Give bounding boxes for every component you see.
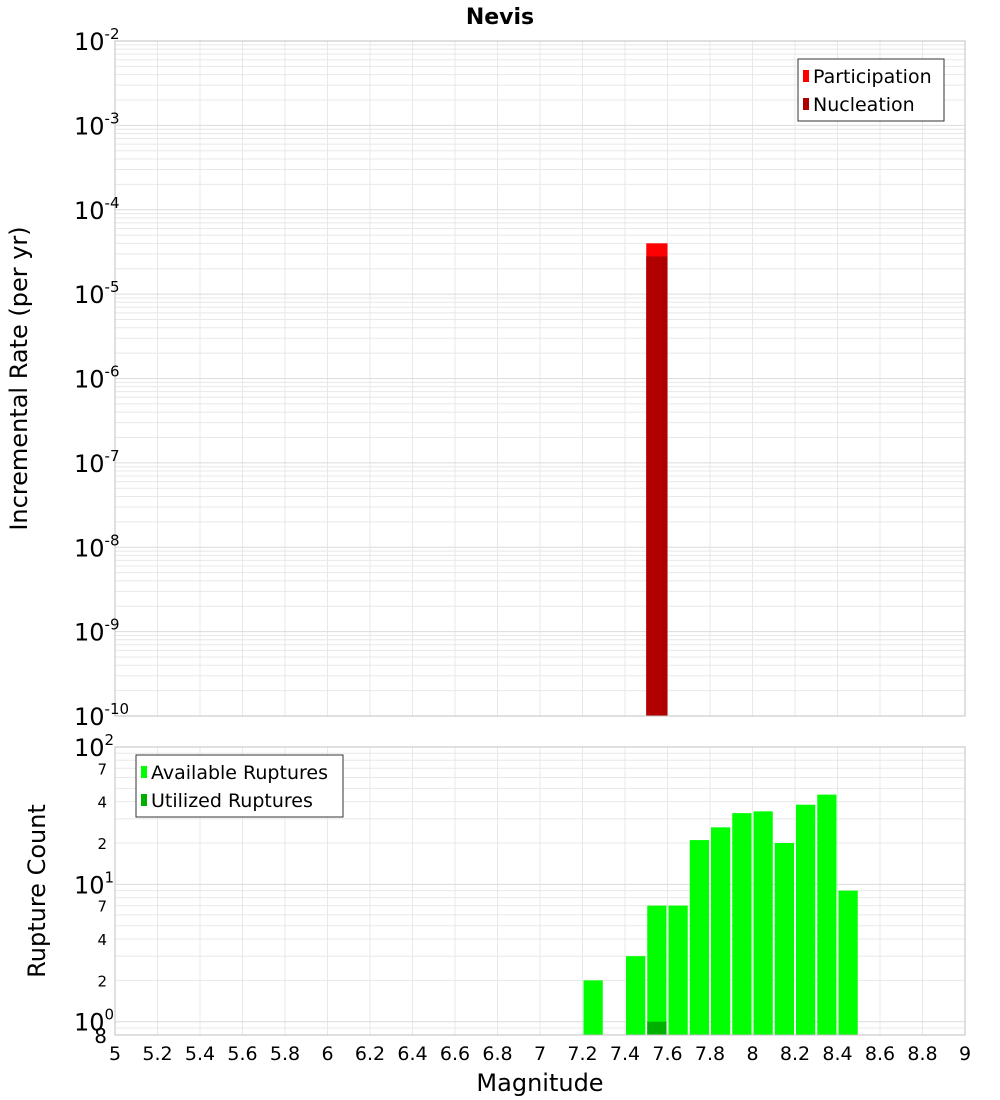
bottom-y-tick-label: 100 xyxy=(74,1006,114,1037)
participation-legend-label: Participation xyxy=(813,66,932,88)
bottom-y-tick-label: 101 xyxy=(74,868,114,899)
x-tick-label: 6.8 xyxy=(482,1043,512,1065)
legend-box xyxy=(135,754,344,818)
x-tick-label: 8.6 xyxy=(865,1043,895,1065)
x-tick-label: 5.6 xyxy=(227,1043,257,1065)
available-ruptures-bar xyxy=(711,827,731,1035)
x-tick-label: 7.4 xyxy=(610,1043,640,1065)
top-y-tick-labels: 10-2 10-3 10-4 10-5 10-6 10-7 10-8 10-9 10-10 xyxy=(74,25,129,731)
top-y-tick-label: 10-2 xyxy=(74,25,120,56)
x-tick-label: 8.4 xyxy=(822,1043,852,1065)
x-tick-label: 7.8 xyxy=(695,1043,725,1065)
x-tick-label: 6.2 xyxy=(355,1043,385,1065)
top-y-tick-label: 10-9 xyxy=(74,616,120,647)
x-tick-label: 9 xyxy=(959,1043,971,1065)
bottom-y-tick-label: 2 xyxy=(97,972,107,990)
bottom-y-tick-label: 8 xyxy=(94,1024,107,1048)
chart-title: Nevis xyxy=(466,5,534,30)
available-ruptures-bar xyxy=(796,804,816,1035)
top-y-axis-label: Incremental Rate (per yr) xyxy=(5,226,33,530)
x-tick-label: 5 xyxy=(109,1043,121,1065)
bottom-bars xyxy=(583,794,858,1035)
bottom-plot-frame xyxy=(114,746,966,1036)
x-tick-labels: 5 5.2 5.4 5.6 5.8 6 6.2 6.4 6.6 6.8 7 7.2 7.4 7.6 7.8 8… xyxy=(109,1043,971,1065)
available-ruptures-bar xyxy=(753,811,773,1035)
top-y-tick-label: 10-5 xyxy=(74,278,120,309)
x-tick-label: 5.8 xyxy=(270,1043,300,1065)
available-ruptures-bar xyxy=(647,905,667,1035)
x-tick-label: 7 xyxy=(534,1043,546,1065)
bottom-y-tick-label: 7 xyxy=(97,760,107,778)
x-tick-label: 5.4 xyxy=(185,1043,215,1065)
available-ruptures-legend-label: Available Ruptures xyxy=(151,762,328,784)
available-ruptures-bar xyxy=(838,890,858,1035)
nucleation-swatch xyxy=(803,98,809,110)
bottom-y-axis-label: Rupture Count xyxy=(23,804,51,978)
x-tick-label: 6.6 xyxy=(440,1043,470,1065)
top-grid xyxy=(114,41,966,717)
x-tick-label: 8.2 xyxy=(780,1043,810,1065)
top-y-tick-label: 10-7 xyxy=(74,447,120,478)
x-axis-label: Magnitude xyxy=(476,1069,603,1097)
utilized-ruptures-bar xyxy=(647,1021,667,1035)
x-tick-label: 6 xyxy=(321,1043,333,1065)
participation-swatch xyxy=(803,70,809,82)
x-tick-label: 8 xyxy=(746,1043,758,1065)
top-y-tick-label: 10-4 xyxy=(74,194,120,225)
nucleation-bar xyxy=(646,256,668,716)
available-ruptures-bar xyxy=(732,813,752,1035)
x-tick-label: 7.2 xyxy=(567,1043,597,1065)
x-tick-label: 8.8 xyxy=(907,1043,937,1065)
available-ruptures-bar xyxy=(626,956,646,1035)
top-y-tick-label: 10-8 xyxy=(74,531,120,562)
bottom-y-tick-label: 102 xyxy=(74,731,114,762)
top-bars xyxy=(646,243,668,717)
bottom-y-tick-label: 4 xyxy=(97,931,107,949)
utilized-ruptures-legend-label: Utilized Ruptures xyxy=(151,790,313,812)
x-tick-label: 5.2 xyxy=(142,1043,172,1065)
x-tick-label: 6.4 xyxy=(397,1043,427,1065)
top-y-tick-label: 10-3 xyxy=(74,109,120,140)
top-legend: Participation Nucleation xyxy=(797,58,945,122)
top-y-tick-label: 10-6 xyxy=(74,363,120,394)
available-ruptures-bar xyxy=(668,905,688,1035)
nucleation-legend-label: Nucleation xyxy=(813,94,915,116)
available-ruptures-bar xyxy=(817,794,837,1035)
available-ruptures-bar xyxy=(774,843,794,1035)
bottom-legend: Available Ruptures Utilized Ruptures xyxy=(135,754,344,818)
x-tick-label: 7.6 xyxy=(652,1043,682,1065)
available-ruptures-bar xyxy=(689,840,709,1035)
bottom-y-tick-label: 7 xyxy=(97,898,107,916)
legend-box xyxy=(797,58,945,122)
available-ruptures-bar xyxy=(583,980,603,1035)
utilized-ruptures-swatch xyxy=(141,794,147,806)
incremental-rate-panel: 10-2 10-3 10-4 10-5 10-6 10-7 10-8 10-9 10-10 In… xyxy=(5,25,966,731)
top-y-tick-label: 10-10 xyxy=(74,700,129,731)
bottom-y-tick-label: 2 xyxy=(97,835,107,853)
bottom-y-tick-label: 4 xyxy=(97,794,107,812)
available-ruptures-swatch xyxy=(141,766,147,778)
top-plot-frame xyxy=(114,40,966,717)
